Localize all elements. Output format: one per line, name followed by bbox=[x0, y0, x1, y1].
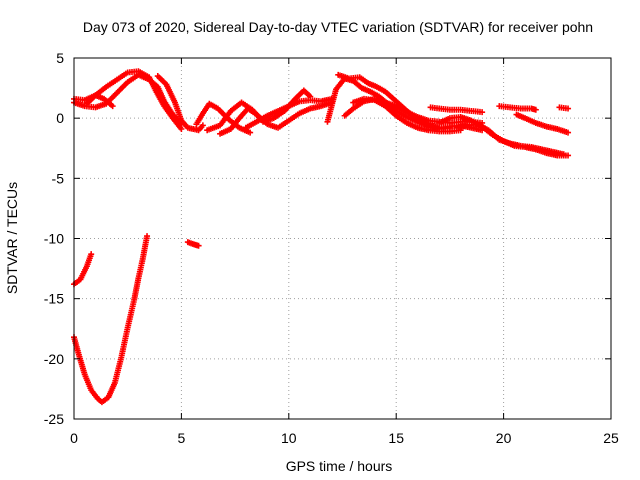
data-point bbox=[479, 109, 486, 116]
x-axis-label: GPS time / hours bbox=[286, 458, 393, 474]
data-point bbox=[565, 105, 572, 112]
series-track-4 bbox=[154, 73, 206, 134]
series-track-16 bbox=[496, 103, 539, 113]
data-point bbox=[199, 122, 206, 129]
series-track-21 bbox=[184, 239, 202, 249]
data-point bbox=[247, 129, 254, 136]
data-point bbox=[565, 152, 572, 159]
series-track-7 bbox=[217, 99, 335, 137]
x-tick-label: 15 bbox=[388, 430, 404, 446]
series-track-15 bbox=[453, 121, 567, 158]
y-tick-label: 5 bbox=[56, 50, 64, 66]
axis-ticks: 0 5 10 15 20 25 -25 -20 -15 -10 -5 0 5 bbox=[44, 50, 619, 446]
y-tick-label: -25 bbox=[44, 411, 64, 427]
y-tick-label: -15 bbox=[44, 291, 64, 307]
series-track-13 bbox=[427, 104, 486, 116]
data-points bbox=[71, 68, 572, 406]
data-point bbox=[565, 129, 572, 136]
y-tick-label: -20 bbox=[44, 351, 64, 367]
series-track-3 bbox=[83, 92, 116, 110]
series-track-20 bbox=[71, 233, 151, 406]
series-track-17 bbox=[513, 111, 572, 136]
x-tick-label: 5 bbox=[178, 430, 186, 446]
data-point bbox=[88, 251, 95, 258]
x-tick-label: 10 bbox=[281, 430, 297, 446]
y-tick-label: 0 bbox=[56, 110, 64, 126]
x-tick-label: 0 bbox=[70, 430, 78, 446]
data-point bbox=[144, 233, 151, 240]
data-point bbox=[178, 125, 185, 132]
data-point bbox=[109, 103, 116, 110]
grid-lines bbox=[74, 58, 611, 419]
y-axis-label: SDTVAR / TECUs bbox=[4, 182, 20, 294]
data-point bbox=[195, 242, 202, 249]
series-track-18 bbox=[556, 104, 572, 112]
x-tick-label: 20 bbox=[496, 430, 512, 446]
y-tick-label: -5 bbox=[52, 170, 65, 186]
series-track-5 bbox=[193, 100, 254, 136]
y-tick-label: -10 bbox=[44, 231, 64, 247]
data-point bbox=[560, 151, 567, 158]
x-tick-label: 25 bbox=[603, 430, 619, 446]
data-point bbox=[532, 106, 539, 113]
series-track-19 bbox=[71, 251, 95, 288]
chart-title: Day 073 of 2020, Sidereal Day-to-day VTE… bbox=[83, 19, 593, 35]
